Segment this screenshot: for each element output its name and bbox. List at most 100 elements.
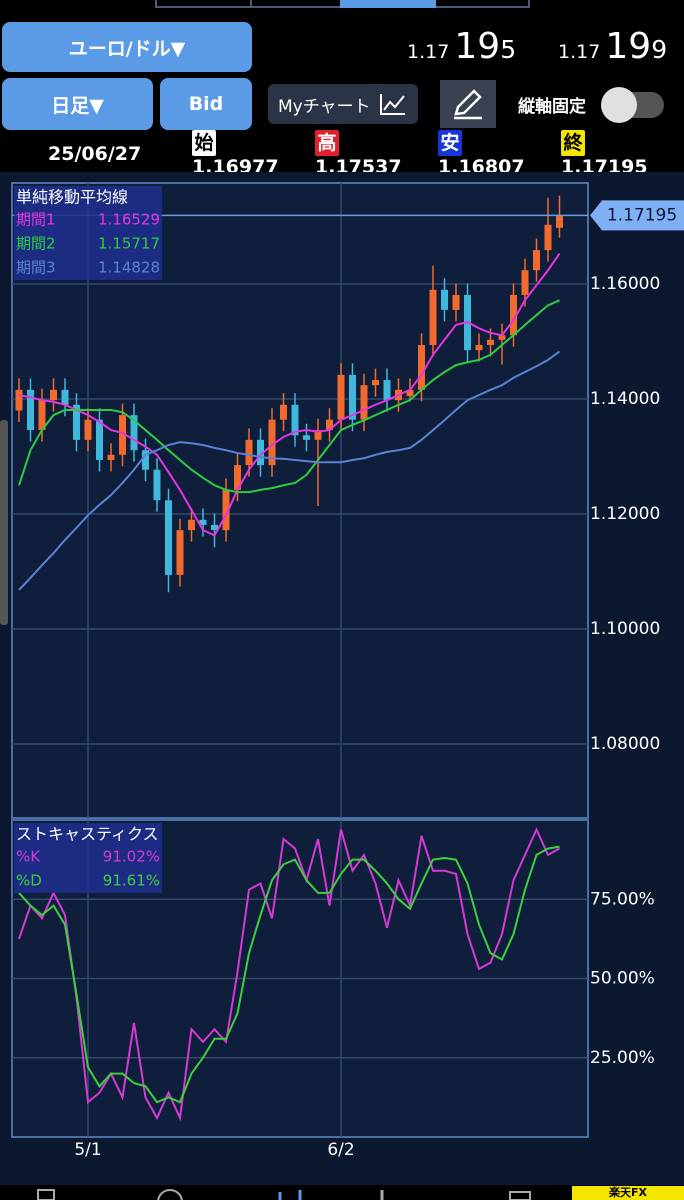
bottom-nav (0, 1185, 684, 1200)
y-tick-label: 50.00% (590, 969, 655, 989)
candle-body (418, 344, 425, 390)
candle-body (142, 450, 149, 470)
ohlc-badge: 高 (315, 130, 339, 156)
candle-body (498, 335, 506, 340)
candle-body (257, 439, 264, 466)
legend-name: %D (16, 872, 42, 890)
candle-body (50, 389, 57, 401)
candle-body (326, 419, 333, 431)
legend-title: 単純移動平均線 (16, 188, 128, 207)
candle-body (107, 454, 115, 460)
my-chart-button[interactable]: Myチャート (268, 84, 418, 124)
candle-body (188, 519, 195, 531)
brand-box (572, 1186, 684, 1200)
candle-body (383, 380, 391, 401)
candle-body (452, 294, 460, 310)
ohlc-badge: 始 (192, 130, 216, 156)
candle-body (153, 469, 161, 501)
candle-body (73, 404, 80, 440)
legend-value: 1.16529 (98, 211, 160, 229)
y-tick-label: 75.00% (590, 889, 655, 909)
period-button[interactable]: 日足▼ (2, 78, 153, 130)
legend-value: 1.15717 (98, 235, 160, 253)
legend-value: 1.14828 (98, 259, 160, 277)
candle-body (533, 250, 540, 271)
candle-body (475, 344, 483, 351)
series-line (18, 253, 561, 537)
active-tab[interactable] (340, 0, 436, 8)
y-tick-label: 25.00% (590, 1048, 655, 1068)
pair-button[interactable]: ユーロ/ドル▼ (2, 22, 252, 72)
price-small: 9 (651, 35, 668, 64)
legend-title: ストキャスティクス (16, 825, 159, 844)
y-tick-label: 1.14000 (590, 389, 660, 409)
chart-icon (379, 94, 405, 115)
nav-icon[interactable] (509, 1191, 531, 1200)
tab-divider (250, 0, 252, 8)
legend-name: 期間2 (16, 235, 56, 253)
candle-body (165, 500, 172, 575)
candle-body (291, 404, 299, 436)
ohlc-date: 25/06/27 (48, 143, 142, 165)
x-tick-label: 6/2 (327, 1140, 354, 1160)
candle-body (27, 389, 34, 431)
candle-body (280, 404, 287, 420)
candle-body (556, 215, 563, 228)
y-tick-label: 1.08000 (590, 734, 660, 754)
candle-body (38, 400, 46, 431)
candle-body (544, 224, 552, 251)
my-chart-label: Myチャート (278, 96, 371, 117)
y-tick-label: 1.10000 (590, 619, 660, 639)
legend-name: 期間3 (16, 259, 56, 277)
legend-box (14, 186, 162, 280)
candle-body (130, 415, 138, 451)
legend-name: %K (16, 848, 41, 866)
legend-name: 期間1 (16, 211, 56, 229)
x-tick-label: 5/1 (74, 1140, 101, 1160)
bid-price: 1.17 195 (407, 26, 516, 67)
candle-body (372, 380, 379, 386)
pencil-icon (454, 89, 482, 120)
candle-body (119, 415, 126, 455)
toggle-knob[interactable] (601, 87, 637, 123)
legend-box (14, 823, 162, 893)
candle-body (441, 289, 448, 310)
ask-price: 1.17 199 (558, 26, 667, 67)
price-big: 19 (605, 26, 652, 67)
candle-body (84, 419, 92, 440)
axis-lock-label: 縦軸固定 (518, 97, 586, 117)
candle-body (199, 519, 207, 525)
candle-body (487, 339, 494, 345)
brand: 楽天FX (608, 1185, 648, 1199)
candle-body (176, 530, 184, 575)
series-line (18, 845, 560, 1104)
series-line (18, 299, 560, 494)
last-price-label: 1.17195 (607, 205, 677, 225)
price-type-button[interactable]: Bid (160, 78, 252, 130)
candle-body (337, 374, 345, 420)
side-handle[interactable] (0, 420, 8, 625)
price-prefix: 1.17 (558, 41, 601, 63)
candle-body (521, 270, 529, 295)
candle-body (406, 389, 414, 397)
ohlc-badge: 安 (438, 130, 462, 156)
candle-body (510, 294, 517, 336)
price-panel (11, 182, 589, 819)
ohlc-badge: 終 (561, 130, 585, 156)
candle-body (61, 389, 69, 405)
draw-button[interactable] (440, 80, 496, 128)
nav-icon[interactable] (157, 1189, 183, 1200)
legend-value: 91.61% (103, 872, 160, 890)
nav-icon[interactable] (37, 1189, 55, 1200)
candle-body (349, 374, 356, 420)
candle-body (96, 419, 103, 460)
price-prefix: 1.17 (407, 41, 450, 63)
y-tick-label: 1.16000 (590, 274, 660, 294)
legend-value: 91.02% (103, 848, 160, 866)
last-price-tag (590, 200, 684, 231)
candle-body (211, 524, 218, 531)
y-tick-label: 1.12000 (590, 504, 660, 524)
candle-body (314, 430, 322, 440)
candle-body (245, 439, 253, 466)
